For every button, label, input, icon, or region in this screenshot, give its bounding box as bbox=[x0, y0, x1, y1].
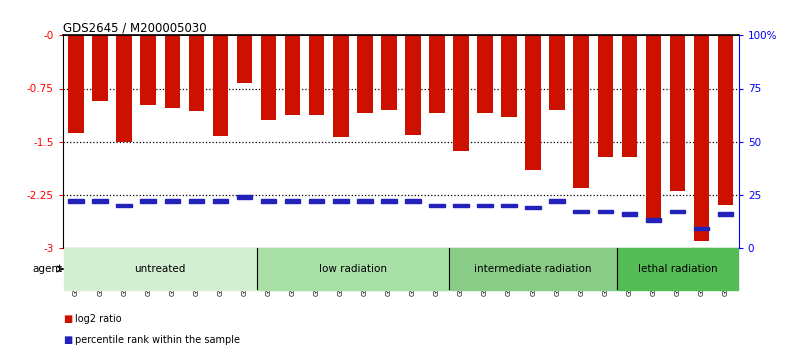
Text: ■: ■ bbox=[63, 314, 72, 324]
Text: low radiation: low radiation bbox=[319, 264, 387, 274]
Bar bbox=[525, 35, 541, 170]
Bar bbox=[670, 210, 685, 213]
Bar bbox=[525, 206, 541, 209]
Bar bbox=[454, 35, 468, 151]
Bar bbox=[405, 35, 421, 135]
Bar bbox=[285, 199, 300, 203]
Bar bbox=[718, 35, 733, 205]
Bar bbox=[597, 35, 613, 157]
Bar bbox=[574, 35, 589, 188]
Bar bbox=[285, 35, 300, 115]
Bar bbox=[357, 199, 373, 203]
Bar bbox=[381, 35, 397, 110]
Text: agent: agent bbox=[32, 264, 63, 274]
Bar bbox=[164, 199, 180, 203]
Bar bbox=[237, 35, 252, 83]
Bar bbox=[718, 212, 733, 216]
Bar bbox=[477, 35, 493, 113]
Bar bbox=[68, 35, 84, 133]
Bar bbox=[645, 218, 661, 222]
Bar bbox=[381, 199, 397, 203]
Bar bbox=[454, 204, 468, 207]
Bar bbox=[333, 35, 348, 137]
Bar bbox=[501, 35, 517, 117]
Bar bbox=[309, 35, 325, 115]
Bar bbox=[116, 35, 132, 142]
Bar bbox=[92, 199, 108, 203]
Text: intermediate radiation: intermediate radiation bbox=[475, 264, 592, 274]
Bar bbox=[357, 35, 373, 113]
Bar bbox=[429, 35, 445, 113]
Bar bbox=[477, 204, 493, 207]
Bar bbox=[549, 35, 565, 110]
Bar bbox=[237, 195, 252, 199]
Bar bbox=[189, 35, 204, 111]
Bar bbox=[164, 35, 180, 108]
Bar bbox=[617, 248, 737, 290]
Bar bbox=[261, 35, 277, 120]
Bar bbox=[429, 204, 445, 207]
Text: untreated: untreated bbox=[134, 264, 186, 274]
Text: percentile rank within the sample: percentile rank within the sample bbox=[75, 335, 241, 345]
Bar bbox=[92, 35, 108, 101]
Bar bbox=[309, 199, 325, 203]
Bar bbox=[670, 35, 685, 191]
Bar bbox=[116, 204, 132, 207]
Text: ■: ■ bbox=[63, 335, 72, 345]
Bar bbox=[574, 210, 589, 213]
Bar bbox=[68, 199, 84, 203]
Bar bbox=[333, 199, 348, 203]
Bar bbox=[256, 248, 449, 290]
Bar bbox=[213, 199, 228, 203]
Bar bbox=[622, 212, 637, 216]
Bar bbox=[64, 248, 256, 290]
Bar bbox=[501, 204, 517, 207]
Bar bbox=[645, 35, 661, 219]
Bar bbox=[694, 227, 710, 230]
Bar bbox=[597, 210, 613, 213]
Bar bbox=[449, 248, 617, 290]
Bar bbox=[694, 35, 710, 241]
Bar bbox=[622, 35, 637, 157]
Bar bbox=[213, 35, 228, 136]
Bar bbox=[189, 199, 204, 203]
Bar bbox=[405, 199, 421, 203]
Text: lethal radiation: lethal radiation bbox=[637, 264, 718, 274]
Bar bbox=[549, 199, 565, 203]
Bar bbox=[141, 199, 156, 203]
Bar bbox=[141, 35, 156, 105]
Text: GDS2645 / M200005030: GDS2645 / M200005030 bbox=[63, 21, 207, 34]
Text: log2 ratio: log2 ratio bbox=[75, 314, 122, 324]
Bar bbox=[261, 199, 277, 203]
